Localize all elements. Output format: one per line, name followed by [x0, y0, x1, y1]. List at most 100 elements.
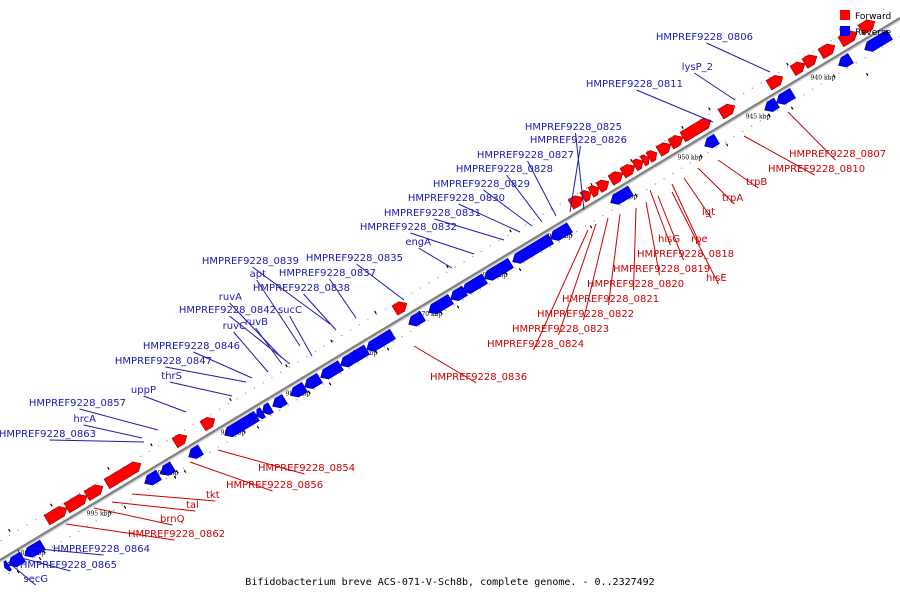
position-mark: [38, 557, 42, 561]
position-mark: [708, 107, 711, 111]
gene-arrow-shape: [428, 293, 454, 315]
scale-tick-mark: [634, 193, 638, 198]
gene-arrow-shape: [595, 179, 610, 193]
gene-reverse: [450, 285, 468, 302]
gene-reverse: [428, 293, 454, 315]
label-forward-gene: HMPREF9228_0862: [128, 529, 225, 540]
gene-reverse: [304, 372, 323, 389]
gene-reverse: [224, 413, 256, 438]
gene-arrow-shape: [188, 444, 204, 459]
label-leader: [27, 547, 104, 556]
label-reverse-gene: thrS: [161, 371, 182, 382]
position-mark: [229, 398, 232, 402]
gene-forward: [391, 301, 408, 316]
gene-arrow-shape: [408, 310, 426, 327]
label-reverse-gene: HMPREF9228_0839: [202, 256, 299, 267]
label-leader: [169, 381, 233, 397]
label-leader: [79, 408, 159, 431]
label-reverse-gene: HMPREF9228_0837: [279, 268, 376, 279]
label-reverse-gene: lysP_2: [682, 62, 713, 73]
label-forward-gene: HMPREF9228_0820: [587, 279, 684, 290]
label-forward-gene: HMPREF9228_0821: [562, 294, 659, 305]
label-reverse-gene: ruvA: [219, 292, 242, 303]
label-leader: [558, 223, 597, 336]
gene-forward: [801, 54, 818, 69]
scale-tick-label: 970 kbp: [418, 311, 443, 318]
label-leader: [329, 278, 357, 319]
scale-tick-label: 945 kbp: [746, 114, 771, 121]
position-mark: [446, 265, 449, 269]
gene-forward: [619, 164, 636, 179]
label-reverse-gene: HMPREF9228_0842: [179, 305, 276, 316]
label-leader: [743, 135, 815, 176]
label-leader: [418, 247, 453, 269]
gene-arrow-shape: [290, 381, 308, 398]
gene-arrow-shape: [160, 461, 176, 476]
label-leader: [13, 555, 71, 572]
label-forward-gene: HMPREF9228_0856: [226, 480, 323, 491]
gene-arrow-shape: [366, 328, 396, 352]
label-reverse-gene: hrcA: [73, 414, 96, 425]
gene-arrow-shape: [3, 560, 12, 572]
legend-forward-swatch: [840, 10, 850, 20]
label-leader: [483, 189, 533, 227]
gene-arrow-shape: [346, 344, 370, 364]
label-forward-gene: tkt: [206, 490, 220, 501]
gene-arrow-shape: [704, 133, 720, 149]
gene-arrow-shape: [199, 417, 216, 432]
label-forward-gene: HMPREF9228_0818: [637, 249, 734, 260]
gene-arrow-shape: [484, 257, 514, 281]
label-leader: [410, 232, 475, 255]
label-leader: [527, 160, 557, 217]
gene-forward: [579, 189, 592, 203]
scale-tick-mark: [699, 154, 703, 159]
label-reverse-gene: HMPREF9228_0838: [253, 283, 350, 294]
label-forward-gene: hisG: [658, 234, 680, 245]
label-leader: [717, 159, 759, 189]
position-mark: [865, 72, 869, 77]
gene-arrow-shape: [610, 185, 634, 205]
position-mark: [183, 469, 187, 473]
label-reverse-gene: HMPREF9228_0831: [384, 208, 481, 219]
label-forward-gene: trpA: [722, 193, 743, 204]
gene-reverse: [550, 222, 573, 241]
label-forward-gene: HMPREF9228_0819: [613, 264, 710, 275]
gene-forward: [103, 461, 142, 490]
gene-reverse: [188, 444, 204, 459]
label-leader: [533, 229, 589, 351]
label-forward-gene: HMPREF9228_0854: [258, 463, 355, 474]
gene-reverse: [3, 560, 12, 572]
gene-arrow-shape: [579, 189, 592, 203]
gene-reverse: [864, 29, 893, 52]
label-leader: [645, 201, 660, 276]
label-leader: [189, 461, 273, 492]
gene-arrow-shape: [272, 393, 288, 409]
label-leader: [649, 189, 671, 246]
label-reverse-gene: HMPREF9228_0825: [525, 122, 622, 133]
gene-arrow-shape: [619, 164, 636, 179]
position-mark: [285, 364, 288, 368]
label-leader: [633, 207, 637, 291]
label-reverse-gene: HMPREF9228_0857: [29, 398, 126, 409]
gene-arrow-shape: [224, 413, 256, 438]
label-leader: [671, 191, 719, 285]
position-mark: [8, 528, 11, 532]
gene-arrow-shape: [304, 372, 323, 389]
gene-arrow-shape: [645, 150, 658, 163]
position-mark: [790, 106, 794, 110]
label-leader: [289, 315, 313, 357]
label-leader: [255, 327, 283, 365]
scale-tick-mark: [767, 113, 771, 118]
gene-arrow-shape: [776, 88, 796, 105]
label-leader: [356, 263, 405, 301]
label-leader: [49, 439, 145, 443]
gene-arrow-shape: [550, 222, 573, 241]
gene-arrow-shape: [144, 469, 162, 486]
gene-forward: [667, 135, 684, 150]
label-leader: [303, 293, 337, 331]
gene-arrow-shape: [63, 494, 88, 514]
gene-arrow-shape: [789, 61, 806, 76]
gene-arrow-shape: [639, 154, 650, 167]
gene-arrow-shape: [171, 433, 188, 449]
